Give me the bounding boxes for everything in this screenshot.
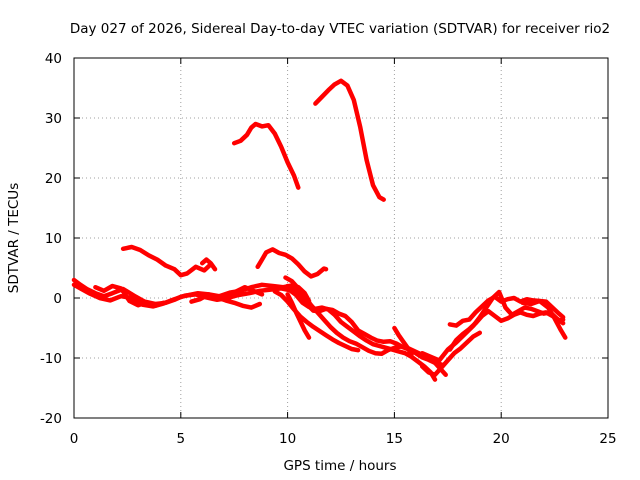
x-tick-label: 20 (493, 431, 510, 447)
series-line-arc-13 (231, 121, 301, 190)
series-line-arc-18 (447, 294, 566, 328)
series-line-arc-19 (419, 330, 483, 378)
y-tick-label: 10 (45, 231, 62, 247)
series-line-arc-20 (520, 298, 568, 340)
ticks: 0 5 10 15 20 25 -20 -10 0 10 20 30 40 (40, 51, 617, 447)
series-line-arc-7 (285, 283, 444, 367)
x-tick-label: 0 (70, 431, 79, 447)
series-line-arc-11 (199, 257, 218, 272)
y-tick-label: 20 (45, 171, 62, 187)
series-line-arc-15 (392, 325, 414, 357)
y-tick-label: 0 (53, 291, 62, 307)
chart-title: Day 027 of 2026, Sidereal Day-to-day VTE… (70, 21, 610, 37)
x-tick-label: 5 (177, 431, 186, 447)
y-tick-label: -20 (40, 411, 62, 427)
x-tick-label: 10 (279, 431, 296, 447)
y-tick-label: 30 (45, 111, 62, 127)
x-tick-label: 15 (386, 431, 403, 447)
series-line-arc-12 (255, 247, 329, 279)
series-group (71, 78, 568, 382)
series-line-arc-10 (120, 244, 213, 278)
series-line-arc-4 (189, 292, 263, 310)
x-tick-label: 25 (599, 431, 616, 447)
series-line-arc-9 (285, 292, 312, 340)
series-line-arc-3 (93, 283, 166, 309)
y-axis-label: SDTVAR / TECUs (6, 183, 22, 293)
series-line-arc-5 (225, 284, 265, 300)
grid (74, 58, 608, 418)
x-axis-label: GPS time / hours (283, 458, 396, 474)
series-line-arc-8 (272, 289, 361, 353)
y-tick-label: 40 (45, 51, 62, 67)
series-line-arc-14 (313, 78, 386, 202)
y-tick-label: -10 (40, 351, 62, 367)
series-line-arc-17 (447, 308, 566, 352)
